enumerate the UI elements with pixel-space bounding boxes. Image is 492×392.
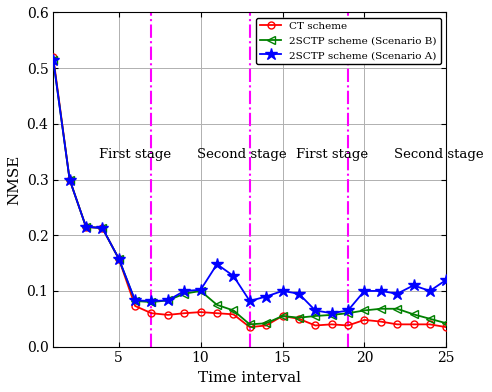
CT scheme — [362, 318, 368, 322]
2SCTP scheme (Scenario A) — [132, 298, 138, 303]
CT scheme — [50, 54, 56, 59]
CT scheme — [116, 256, 122, 261]
CT scheme — [198, 310, 204, 314]
CT scheme — [443, 325, 449, 330]
2SCTP scheme (Scenario B) — [378, 307, 384, 311]
CT scheme — [329, 322, 335, 327]
2SCTP scheme (Scenario B) — [116, 256, 122, 261]
2SCTP scheme (Scenario A) — [394, 291, 400, 296]
2SCTP scheme (Scenario B) — [345, 311, 351, 316]
2SCTP scheme (Scenario A) — [66, 177, 72, 182]
Text: Second stage: Second stage — [394, 148, 484, 161]
Y-axis label: NMSE: NMSE — [7, 154, 21, 205]
CT scheme — [296, 316, 302, 321]
Text: First stage: First stage — [99, 148, 171, 161]
2SCTP scheme (Scenario B) — [230, 308, 236, 313]
2SCTP scheme (Scenario B) — [427, 316, 433, 321]
Text: Second stage: Second stage — [197, 148, 287, 161]
CT scheme — [345, 323, 351, 328]
2SCTP scheme (Scenario A) — [83, 225, 89, 229]
CT scheme — [66, 177, 72, 182]
2SCTP scheme (Scenario B) — [165, 298, 171, 303]
CT scheme — [83, 225, 89, 229]
CT scheme — [263, 323, 269, 328]
2SCTP scheme (Scenario B) — [263, 321, 269, 326]
2SCTP scheme (Scenario B) — [362, 308, 368, 313]
2SCTP scheme (Scenario A) — [279, 289, 285, 293]
2SCTP scheme (Scenario B) — [83, 225, 89, 229]
2SCTP scheme (Scenario B) — [66, 177, 72, 182]
2SCTP scheme (Scenario B) — [296, 315, 302, 320]
2SCTP scheme (Scenario B) — [132, 299, 138, 303]
2SCTP scheme (Scenario A) — [214, 262, 220, 267]
X-axis label: Time interval: Time interval — [198, 371, 301, 385]
2SCTP scheme (Scenario A) — [312, 308, 318, 313]
2SCTP scheme (Scenario A) — [99, 226, 105, 230]
2SCTP scheme (Scenario B) — [279, 314, 285, 318]
2SCTP scheme (Scenario B) — [443, 321, 449, 326]
2SCTP scheme (Scenario B) — [410, 312, 416, 317]
CT scheme — [410, 322, 416, 327]
CT scheme — [99, 226, 105, 230]
CT scheme — [279, 314, 285, 318]
Line: 2SCTP scheme (Scenario B): 2SCTP scheme (Scenario B) — [49, 56, 451, 328]
CT scheme — [394, 322, 400, 327]
2SCTP scheme (Scenario A) — [410, 283, 416, 288]
2SCTP scheme (Scenario A) — [362, 289, 368, 293]
CT scheme — [230, 312, 236, 317]
CT scheme — [132, 304, 138, 309]
2SCTP scheme (Scenario A) — [247, 299, 253, 303]
2SCTP scheme (Scenario B) — [394, 307, 400, 311]
2SCTP scheme (Scenario A) — [149, 299, 154, 303]
CT scheme — [181, 311, 187, 316]
Legend: CT scheme, 2SCTP scheme (Scenario B), 2SCTP scheme (Scenario A): CT scheme, 2SCTP scheme (Scenario B), 2S… — [256, 18, 441, 64]
Line: 2SCTP scheme (Scenario A): 2SCTP scheme (Scenario A) — [47, 54, 453, 319]
2SCTP scheme (Scenario B) — [247, 322, 253, 327]
CT scheme — [149, 311, 154, 316]
2SCTP scheme (Scenario B) — [198, 289, 204, 293]
Text: First stage: First stage — [296, 148, 368, 161]
2SCTP scheme (Scenario B) — [312, 314, 318, 318]
CT scheme — [378, 319, 384, 324]
2SCTP scheme (Scenario B) — [181, 291, 187, 296]
2SCTP scheme (Scenario A) — [296, 291, 302, 296]
2SCTP scheme (Scenario A) — [165, 298, 171, 303]
2SCTP scheme (Scenario A) — [443, 278, 449, 282]
2SCTP scheme (Scenario A) — [345, 308, 351, 313]
2SCTP scheme (Scenario A) — [116, 256, 122, 261]
2SCTP scheme (Scenario A) — [263, 294, 269, 299]
2SCTP scheme (Scenario A) — [50, 58, 56, 62]
2SCTP scheme (Scenario B) — [214, 303, 220, 307]
2SCTP scheme (Scenario A) — [329, 311, 335, 316]
CT scheme — [165, 312, 171, 317]
Line: CT scheme: CT scheme — [50, 54, 450, 330]
CT scheme — [214, 311, 220, 316]
CT scheme — [312, 323, 318, 328]
2SCTP scheme (Scenario A) — [427, 289, 433, 293]
2SCTP scheme (Scenario B) — [149, 300, 154, 305]
CT scheme — [427, 322, 433, 327]
2SCTP scheme (Scenario A) — [181, 289, 187, 293]
2SCTP scheme (Scenario A) — [378, 289, 384, 293]
2SCTP scheme (Scenario B) — [329, 312, 335, 317]
2SCTP scheme (Scenario B) — [50, 58, 56, 62]
2SCTP scheme (Scenario B) — [99, 226, 105, 230]
2SCTP scheme (Scenario A) — [230, 274, 236, 278]
CT scheme — [247, 325, 253, 330]
2SCTP scheme (Scenario A) — [198, 287, 204, 292]
